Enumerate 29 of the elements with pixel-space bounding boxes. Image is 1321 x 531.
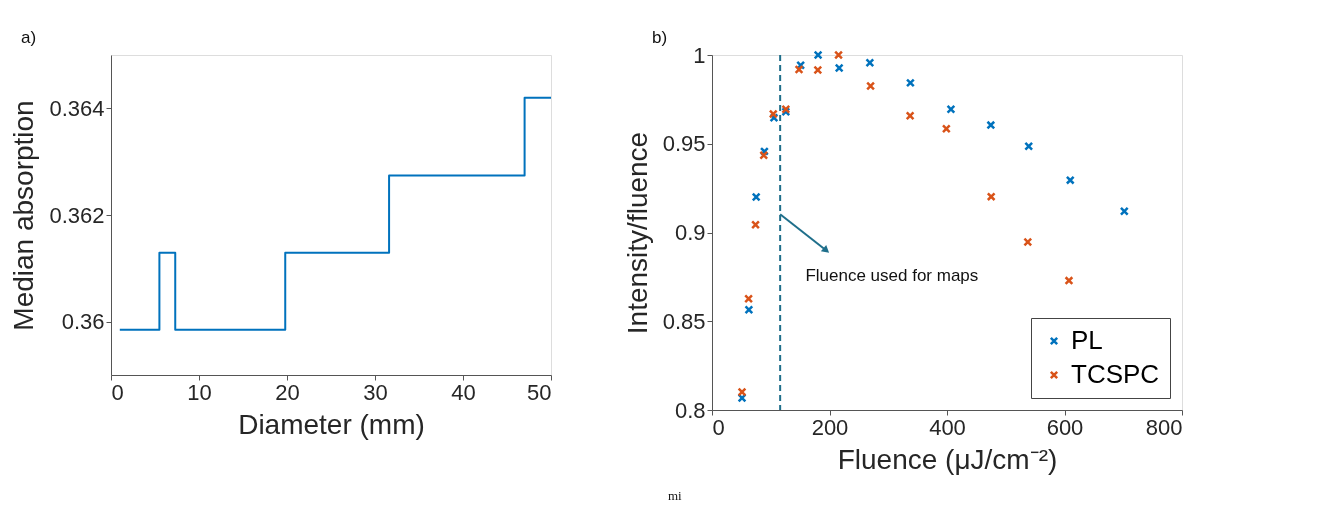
- y-tick-label: 0.95: [662, 131, 706, 157]
- x-tick-label: 20: [275, 379, 300, 405]
- x-tick-label: 0: [712, 414, 725, 440]
- x-tick-label: 30: [363, 379, 388, 405]
- x-axis-title: Diameter (mm): [238, 408, 425, 440]
- legend-label: TCSPC: [1071, 359, 1160, 389]
- y-tick-label: 0.85: [662, 308, 706, 334]
- x-tick-label: 0: [111, 379, 124, 405]
- y-axis-title: Median absorption: [8, 100, 40, 331]
- annotation: Fluence used for maps: [805, 265, 979, 285]
- x-tick-label: 50: [527, 379, 552, 405]
- y-axis-title: Intensity/fluence: [621, 131, 653, 335]
- x-tick-label: 40: [451, 379, 476, 405]
- y-tick-label: 1: [693, 42, 706, 68]
- chart-title: a): [21, 28, 37, 47]
- y-tick-label: 0.36: [61, 309, 105, 335]
- y-tick-label: 0.9: [674, 220, 706, 245]
- y-tick-label: 0.362: [49, 202, 105, 228]
- x-tick-label: 400: [929, 414, 966, 440]
- x-tick-label: 800: [1145, 414, 1183, 440]
- x-tick-label: 10: [187, 379, 212, 405]
- x-axis-title: Fluence (μJ/cm⁻²): [837, 443, 1058, 475]
- y-tick-label: 0.8: [674, 397, 706, 423]
- x-tick-label: 200: [811, 414, 849, 440]
- y-tick-label: 0.364: [49, 95, 105, 121]
- legend-label: PL: [1071, 325, 1103, 355]
- text: mi: [668, 488, 683, 503]
- chart-title: b): [652, 28, 668, 47]
- x-tick-label: 600: [1046, 414, 1084, 440]
